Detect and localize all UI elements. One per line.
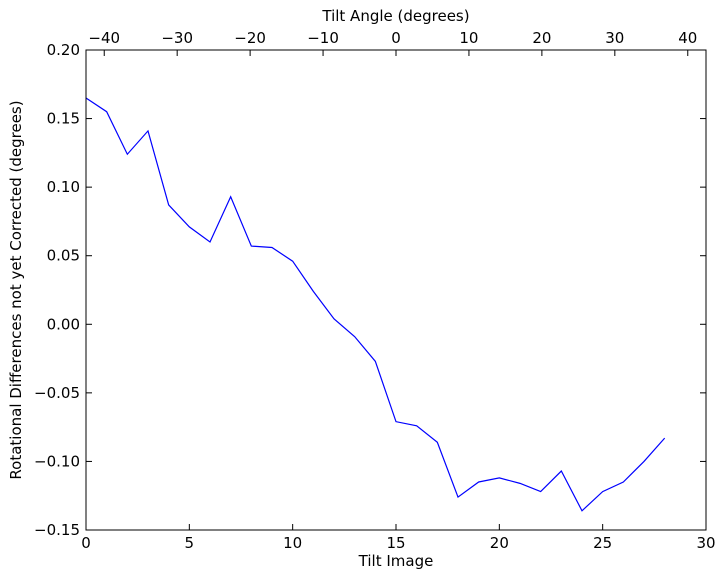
x-tick-label: 25 bbox=[593, 534, 612, 552]
x-tick-label: 20 bbox=[490, 534, 509, 552]
y-tick-label: 0.00 bbox=[47, 315, 80, 333]
y-tick-label: 0.20 bbox=[47, 41, 80, 59]
x-tick-label: 30 bbox=[696, 534, 715, 552]
top-x-tick-label: 30 bbox=[605, 29, 624, 47]
top-x-tick-label: 10 bbox=[459, 29, 478, 47]
top-x-tick-label: 0 bbox=[391, 29, 401, 47]
x-tick-label: 15 bbox=[386, 534, 405, 552]
top-x-axis-title: Tilt Angle (degrees) bbox=[321, 7, 469, 25]
series-line bbox=[85, 97, 666, 512]
x-tick-label: 0 bbox=[81, 534, 91, 552]
top-x-tick-label: −20 bbox=[234, 29, 266, 47]
x-tick-label: 5 bbox=[185, 534, 195, 552]
y-tick-label: −0.15 bbox=[34, 521, 80, 539]
y-tick-label: 0.05 bbox=[47, 247, 80, 265]
y-tick-label: −0.05 bbox=[34, 384, 80, 402]
x-tick-label: 10 bbox=[283, 534, 302, 552]
top-x-tick-label: −40 bbox=[88, 29, 120, 47]
top-x-tick-label: −30 bbox=[161, 29, 193, 47]
x-axis-title: Tilt Image bbox=[358, 552, 434, 570]
y-tick-label: 0.10 bbox=[47, 178, 80, 196]
y-tick-label: −0.10 bbox=[34, 452, 80, 470]
y-tick-label: 0.15 bbox=[47, 110, 80, 128]
y-axis-title: Rotational Differences not yet Corrected… bbox=[7, 100, 25, 479]
top-x-tick-label: 40 bbox=[678, 29, 697, 47]
top-x-tick-label: −10 bbox=[307, 29, 339, 47]
tick-labels-layer: 0 5 10 15 20 25 30 −40 −30 −20 −10 0 10 20 30 40 0.20 0.1… bbox=[34, 29, 716, 552]
top-x-tick-label: 20 bbox=[532, 29, 551, 47]
plot-frame bbox=[85, 49, 707, 531]
plot-area bbox=[86, 50, 706, 530]
